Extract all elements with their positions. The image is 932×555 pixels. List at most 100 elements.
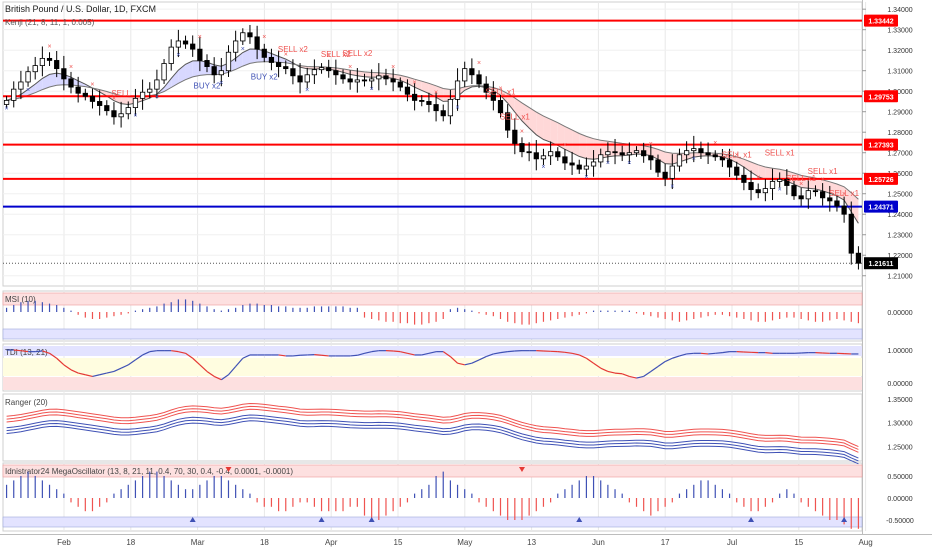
tdi-line-segment [765, 353, 772, 354]
last-price-label: 1.21611 [869, 261, 894, 268]
signal-marker: × [90, 81, 94, 88]
tdi-line-segment [293, 355, 300, 356]
candle-body [520, 143, 524, 151]
candle-body [534, 153, 538, 159]
tdi-line-segment [715, 353, 722, 354]
candle-body [577, 165, 581, 169]
ranger-y-tick: 1.30000 [887, 421, 912, 428]
tdi-lower-band [3, 377, 862, 390]
signal-label: SELL [111, 89, 131, 98]
candle-body [477, 75, 481, 84]
x-tick-label: Feb [57, 538, 71, 547]
tdi-line-segment [35, 351, 42, 352]
signal-marker: × [155, 94, 159, 101]
x-tick-label: Mar [191, 538, 205, 547]
signal-marker: × [606, 160, 610, 167]
cloud-segment [250, 49, 257, 63]
candle-body [241, 33, 245, 41]
candle-body [513, 130, 517, 143]
candle-body [735, 167, 739, 175]
candle-body [806, 191, 810, 199]
candle-body [405, 87, 409, 94]
signal-marker: × [69, 64, 73, 71]
tdi-line-segment [350, 355, 357, 356]
candle-body [162, 64, 166, 80]
signal-marker: × [778, 186, 782, 193]
candle-body [248, 33, 252, 37]
tdi-line-segment [314, 355, 321, 356]
signal-marker: × [756, 175, 760, 182]
candle-body [455, 81, 459, 99]
msi-y-tick: 0.00000 [887, 310, 912, 317]
candle-body [498, 100, 502, 112]
candle-body [570, 163, 574, 165]
signal-marker: × [692, 156, 696, 163]
cloud-segment [579, 133, 586, 158]
candle-body [369, 79, 373, 81]
candle-body [677, 155, 681, 166]
tdi-line-segment [393, 351, 400, 352]
signal-label: SELL x1 [765, 148, 795, 157]
candle-body [255, 37, 259, 49]
candle-body [54, 60, 58, 68]
candle-body [83, 93, 87, 96]
candle-body [19, 82, 23, 89]
candle-body [190, 44, 194, 49]
signal-marker: × [649, 141, 653, 148]
candle-body [713, 155, 717, 157]
candle-body [591, 162, 595, 166]
level-label: 1.29753 [868, 94, 893, 101]
candle-body [348, 79, 352, 82]
signal-marker: × [47, 43, 51, 50]
candle-body [33, 66, 37, 72]
cloud-segment [665, 152, 672, 164]
signal-marker: × [5, 105, 9, 112]
candle-body [434, 105, 438, 111]
signal-marker: × [713, 140, 717, 147]
candle-body [770, 181, 774, 188]
ranger-title: Ranger (20) [5, 398, 48, 407]
signal-label: SELL x1 [486, 88, 516, 97]
tdi-upper-band [3, 346, 862, 356]
ranger-lower-line [7, 418, 859, 461]
signal-marker: × [413, 79, 417, 86]
candle-body [727, 160, 731, 167]
cloud-segment [193, 61, 200, 77]
candle-body [97, 101, 101, 105]
candle-body [556, 152, 560, 157]
candle-body [620, 153, 624, 155]
signal-label: SELL x1 [500, 112, 530, 121]
tdi-line-segment [558, 352, 565, 353]
candle-body [799, 196, 803, 199]
candle-body [427, 101, 431, 104]
tdi-title: TDI (13, 21) [5, 348, 48, 357]
candle-body [777, 179, 781, 181]
candle-body [670, 166, 674, 178]
candle-body [412, 94, 416, 100]
candle-body [62, 69, 66, 79]
ranger-upper-line [7, 406, 859, 449]
candle-body [355, 80, 359, 82]
candle-body [26, 72, 30, 82]
candle-body [599, 155, 603, 162]
candle-body [269, 57, 273, 62]
candle-body [828, 198, 832, 201]
x-tick-label: 18 [260, 538, 269, 547]
signal-marker: × [262, 34, 266, 41]
tdi-line-segment [708, 353, 715, 354]
candle-body [441, 111, 445, 116]
candle-body [312, 70, 316, 75]
candle-body [462, 69, 466, 81]
candle-body [849, 214, 853, 253]
tdi-y-tick: 1.00000 [887, 348, 912, 355]
signal-marker: × [26, 87, 30, 94]
y-tick-label: 1.21000 [887, 274, 912, 281]
signal-label: BUY x2 [194, 82, 222, 91]
candle-body [842, 206, 846, 214]
cloud-segment [543, 116, 550, 142]
candle-body [548, 152, 552, 156]
mega-y-tick: -0.50000 [886, 518, 914, 525]
y-tick-label: 1.33000 [887, 28, 912, 35]
y-tick-label: 1.34000 [887, 7, 912, 14]
